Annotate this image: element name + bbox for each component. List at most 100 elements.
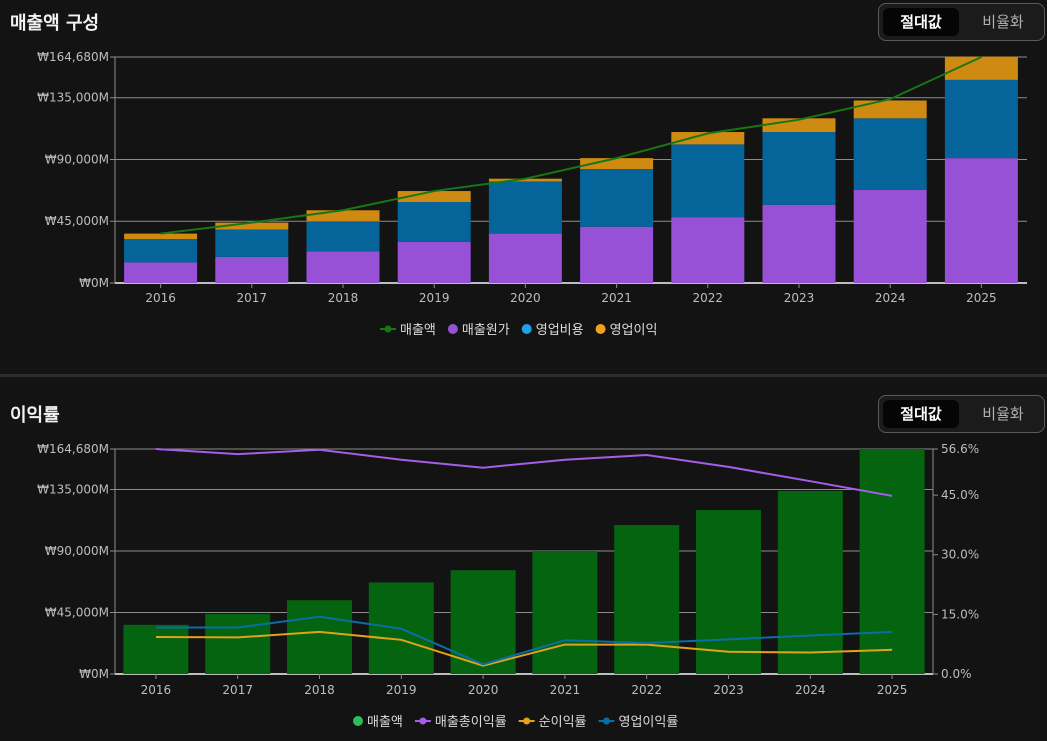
x-tick-label: 2025 bbox=[877, 683, 908, 697]
bar-segment bbox=[580, 158, 654, 170]
x-tick-label: 2020 bbox=[510, 291, 541, 305]
legend-swatch bbox=[384, 325, 392, 333]
y-tick-label: ₩164,680M bbox=[37, 442, 109, 456]
legend-swatch bbox=[523, 717, 531, 725]
profit-margin-chart: ₩0M ₩45,000M ₩90,000M ₩135,000M ₩164,680M 0.0… bbox=[37, 442, 979, 730]
bar-segment bbox=[762, 204, 836, 283]
bar-segment bbox=[671, 132, 745, 145]
x-tick-label: 2024 bbox=[795, 683, 826, 697]
bar-segment bbox=[488, 233, 562, 283]
bar-segment bbox=[306, 251, 380, 283]
bar-segment bbox=[944, 56, 1018, 80]
legend-swatch bbox=[447, 324, 458, 334]
bar-segment bbox=[215, 256, 289, 283]
margin-line bbox=[155, 615, 893, 666]
x-tick-label: 2025 bbox=[966, 291, 997, 305]
bar-segment bbox=[306, 221, 380, 252]
ratio-toggle-button[interactable]: 비율화 bbox=[982, 13, 1024, 31]
y2-tick-label: 0.0% bbox=[941, 667, 972, 681]
revenue-bar bbox=[696, 510, 761, 674]
legend-swatch bbox=[595, 324, 606, 334]
x-tick-label: 2023 bbox=[713, 683, 744, 697]
revenue-bar bbox=[450, 570, 516, 674]
y2-tick-label: 56.6% bbox=[941, 442, 979, 456]
bar-segment bbox=[580, 169, 654, 227]
revenue-composition-chart: ₩0M ₩45,000M ₩90,000M ₩135,000M ₩164,680M 201… bbox=[37, 50, 1027, 338]
absolute-toggle-button[interactable]: 절대값 bbox=[883, 400, 959, 428]
bar-segment bbox=[944, 79, 1018, 159]
legend-swatch bbox=[419, 717, 427, 725]
revenue-bar bbox=[532, 551, 598, 674]
legend-swatch bbox=[353, 716, 363, 726]
panel-title: 매출액 구성 bbox=[10, 13, 100, 34]
y-tick-label: ₩135,000M bbox=[37, 91, 109, 105]
bar-segment bbox=[306, 210, 380, 222]
legend-label: 매출액 bbox=[367, 715, 403, 730]
x-tick-label: 2018 bbox=[304, 683, 335, 697]
y-tick-label: ₩45,000M bbox=[45, 606, 109, 620]
y-tick-label: ₩45,000M bbox=[45, 214, 109, 228]
bar-segment bbox=[397, 202, 471, 242]
margin-line bbox=[155, 630, 893, 667]
bar-segment bbox=[124, 262, 198, 283]
x-tick-label: 2017 bbox=[222, 683, 253, 697]
legend-swatch bbox=[603, 717, 610, 725]
y2-tick-label: 30.0% bbox=[941, 548, 979, 562]
legend-label: 매출총이익률 bbox=[435, 715, 507, 730]
legend-swatch bbox=[521, 324, 532, 334]
revenue-bar bbox=[614, 525, 680, 674]
legend-label: 순이익률 bbox=[539, 715, 587, 730]
revenue-bar bbox=[777, 490, 843, 674]
panel-divider bbox=[0, 374, 1047, 377]
view-toggle: 절대값 비율화 bbox=[878, 3, 1045, 41]
x-tick-label: 2022 bbox=[631, 683, 662, 697]
absolute-toggle-button[interactable]: 절대값 bbox=[883, 8, 959, 36]
y-tick-label: ₩90,000M bbox=[45, 152, 109, 166]
y-tick-label: ₩90,000M bbox=[45, 544, 109, 558]
bar-segment bbox=[124, 239, 198, 263]
x-tick-label: 2016 bbox=[145, 291, 176, 305]
x-tick-label: 2023 bbox=[784, 291, 815, 305]
x-tick-label: 2016 bbox=[141, 683, 172, 697]
y2-tick-label: 15.0% bbox=[941, 607, 979, 621]
x-tick-label: 2020 bbox=[468, 683, 499, 697]
bar-segment bbox=[944, 158, 1018, 283]
x-tick-label: 2024 bbox=[875, 291, 906, 305]
bar-segment bbox=[397, 191, 471, 203]
x-tick-label: 2019 bbox=[419, 291, 450, 305]
margin-panel: 이익률 절대값 비율화 ₩0M ₩45,000M ₩90,000M ₩135,000M… bbox=[0, 377, 1047, 741]
revenue-bar bbox=[859, 449, 925, 674]
revenue-bar bbox=[123, 624, 189, 674]
legend-label: 매출원가 bbox=[462, 323, 510, 338]
composition-panel: 매출액 구성 절대값 비율화 ₩0M ₩45,000M ₩90,000M ₩135,0… bbox=[10, 3, 1045, 338]
bar-segment bbox=[397, 241, 471, 283]
bar-segment bbox=[488, 178, 562, 182]
y-tick-label: ₩0M bbox=[79, 667, 109, 681]
x-tick-label: 2019 bbox=[386, 683, 417, 697]
y-tick-label: ₩164,680M bbox=[37, 50, 109, 64]
y-tick-label: ₩135,000M bbox=[37, 483, 109, 497]
bar-segment bbox=[580, 226, 654, 283]
bar-segment bbox=[671, 144, 745, 218]
x-tick-label: 2021 bbox=[550, 683, 581, 697]
legend-label: 영업이익률 bbox=[619, 715, 679, 730]
bar-segment bbox=[762, 132, 836, 205]
revenue-bar bbox=[205, 613, 271, 674]
x-tick-label: 2022 bbox=[693, 291, 724, 305]
x-tick-label: 2021 bbox=[601, 291, 632, 305]
bar-segment bbox=[671, 217, 745, 283]
bar-segment bbox=[853, 118, 927, 190]
legend-label: 영업이익 bbox=[610, 323, 658, 338]
revenue-bar bbox=[287, 600, 352, 674]
bar-segment bbox=[488, 181, 562, 234]
bar-segment bbox=[853, 189, 927, 283]
bar-segment bbox=[124, 233, 198, 240]
x-tick-label: 2017 bbox=[237, 291, 268, 305]
revenue-line bbox=[160, 56, 982, 235]
ratio-toggle-button[interactable]: 비율화 bbox=[982, 405, 1024, 423]
view-toggle: 절대값 비율화 bbox=[878, 395, 1045, 433]
panel-title: 이익률 bbox=[10, 405, 60, 426]
bar-segment bbox=[215, 229, 289, 257]
bar-segment bbox=[215, 222, 289, 230]
y-tick-label: ₩0M bbox=[79, 276, 109, 290]
